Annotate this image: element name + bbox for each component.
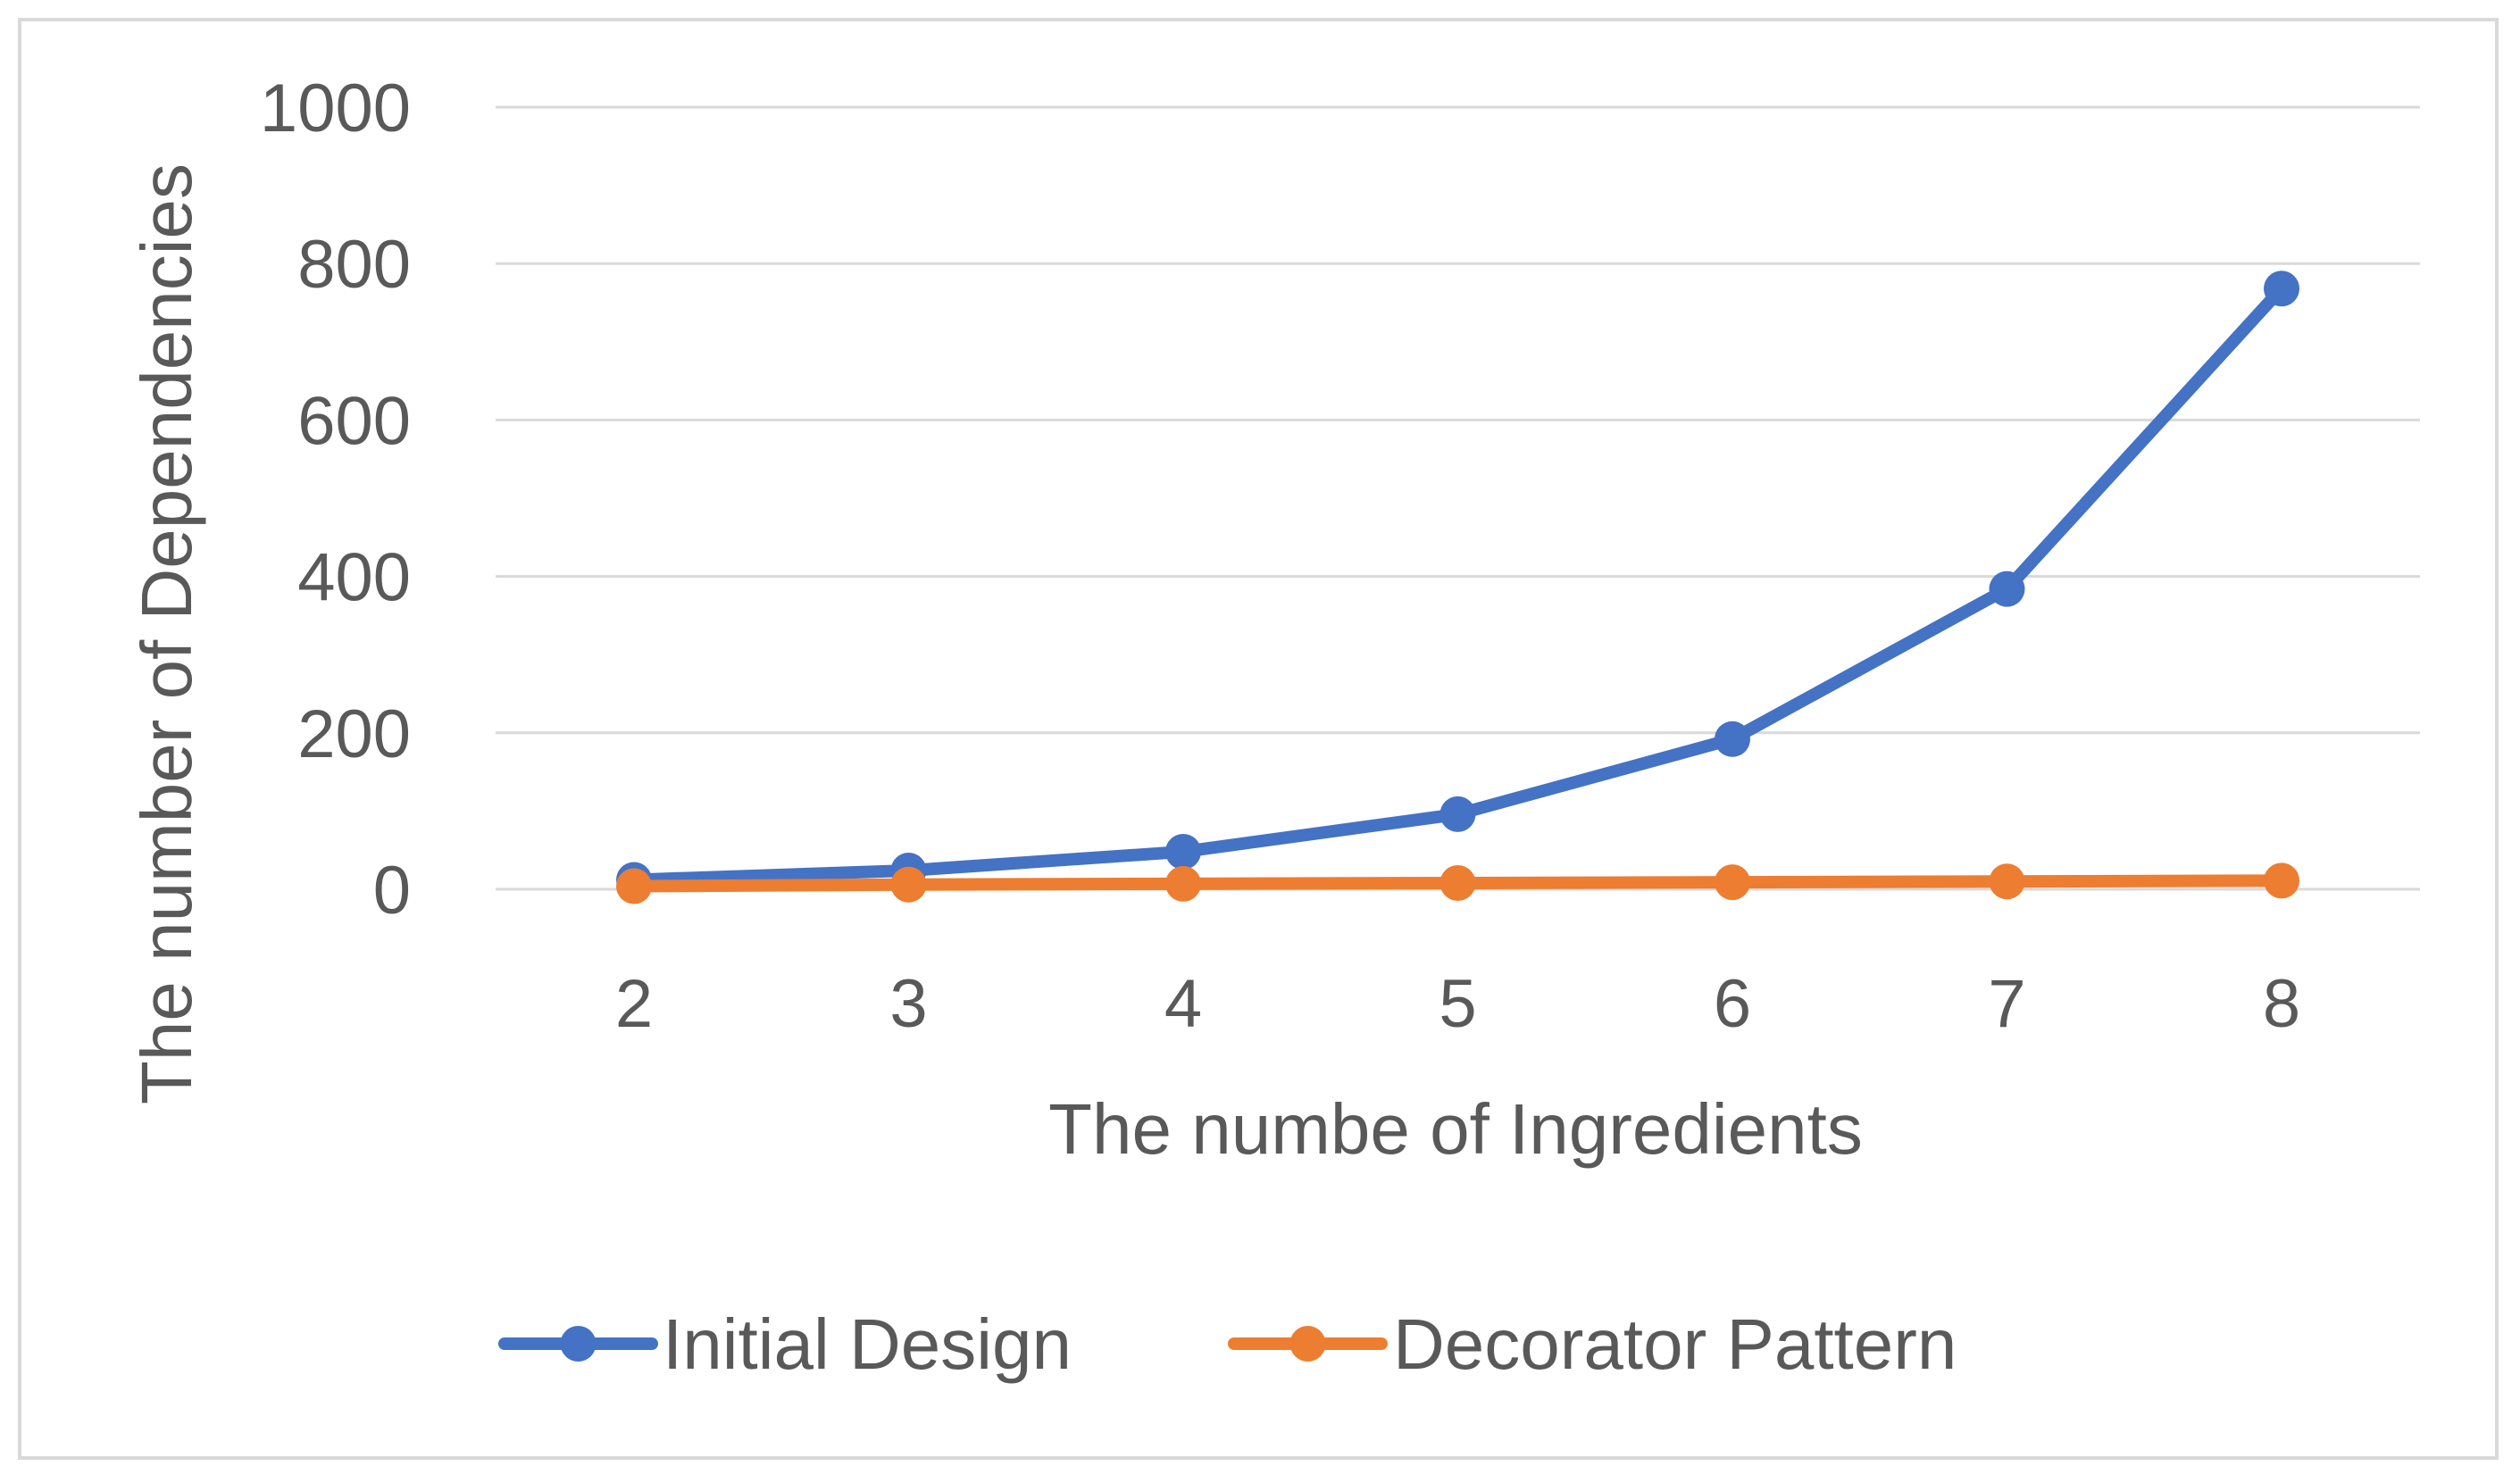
gridlines <box>496 105 2420 891</box>
x-tick-label: 8 <box>2263 966 2300 1042</box>
legend-item: Initial Design <box>498 1304 1072 1384</box>
series-initial-design <box>616 271 2299 898</box>
legend-marker <box>560 1326 597 1362</box>
data-point <box>1989 571 2025 607</box>
x-tick-label: 2 <box>615 966 653 1042</box>
y-tick-label: 1000 <box>260 71 411 146</box>
data-point <box>1439 796 1476 832</box>
x-tick-label: 6 <box>1714 966 1751 1042</box>
series-decorator-pattern <box>616 862 2299 904</box>
y-tick-label: 600 <box>297 383 411 459</box>
legend-item: Decorator Pattern <box>1228 1304 1957 1384</box>
series-line <box>628 282 2288 887</box>
x-axis-tick-labels: 2 3 4 5 6 7 8 <box>615 966 2300 1042</box>
x-tick-label: 5 <box>1439 966 1476 1042</box>
legend: Initial Design Decorator Pattern <box>498 1304 1957 1384</box>
data-point <box>1165 865 1201 902</box>
data-point <box>1165 833 1201 870</box>
x-tick-label: 4 <box>1164 966 1202 1042</box>
y-tick-label: 800 <box>297 227 411 303</box>
data-point <box>1715 864 1750 901</box>
data-point <box>1439 864 1476 901</box>
legend-label: Initial Design <box>663 1304 1072 1384</box>
legend-label: Decorator Pattern <box>1393 1304 1957 1384</box>
data-point <box>1715 721 1750 757</box>
data-point <box>616 868 652 904</box>
x-tick-label: 3 <box>889 966 927 1042</box>
data-point <box>2264 862 2299 899</box>
y-axis-tick-labels: 0 200 400 600 800 1000 <box>260 71 411 929</box>
y-tick-label: 400 <box>297 540 411 616</box>
y-axis-title: The number of Dependencies <box>127 163 206 1104</box>
legend-marker <box>1289 1326 1326 1362</box>
y-tick-label: 200 <box>297 696 411 772</box>
x-tick-label: 7 <box>1988 966 2025 1042</box>
data-point <box>890 866 927 903</box>
data-point <box>1989 863 2025 900</box>
y-tick-label: 0 <box>373 853 411 929</box>
x-axis-title: The numbe of Ingredients <box>1048 1089 1863 1169</box>
chart-frame <box>18 18 2499 1460</box>
data-point <box>2264 271 2299 307</box>
series-lines <box>616 271 2299 904</box>
